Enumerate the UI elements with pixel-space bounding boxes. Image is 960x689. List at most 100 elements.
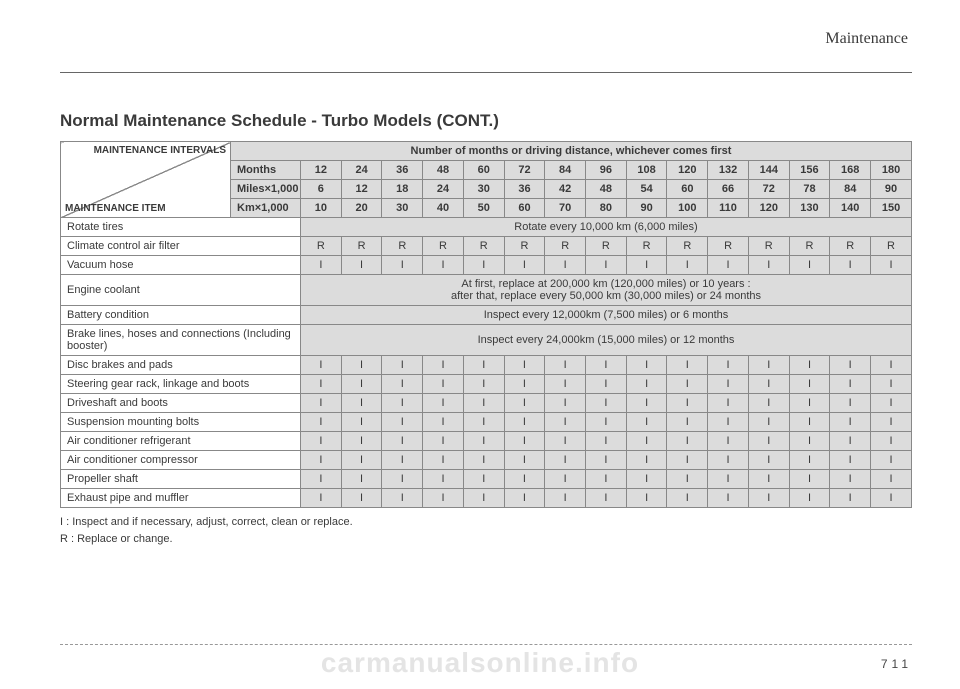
data-cell: R xyxy=(789,237,830,256)
header-rule xyxy=(60,72,912,73)
data-cell: I xyxy=(301,356,342,375)
item-cell: Battery condition xyxy=(61,306,301,325)
data-cell: I xyxy=(708,451,749,470)
data-cell: I xyxy=(545,470,586,489)
unit-cell: 108 xyxy=(626,161,667,180)
data-cell: I xyxy=(341,489,382,508)
page-title: Normal Maintenance Schedule - Turbo Mode… xyxy=(60,111,912,131)
data-cell: I xyxy=(830,413,871,432)
data-cell: I xyxy=(667,375,708,394)
data-cell: I xyxy=(586,451,627,470)
data-cell: I xyxy=(626,470,667,489)
unit-cell: 12 xyxy=(301,161,342,180)
data-cell: I xyxy=(667,432,708,451)
data-cell: I xyxy=(748,470,789,489)
data-cell: R xyxy=(301,237,342,256)
unit-cell: 72 xyxy=(748,180,789,199)
table-row: Rotate tiresRotate every 10,000 km (6,00… xyxy=(61,218,912,237)
unit-cell: 48 xyxy=(586,180,627,199)
item-cell: Air conditioner refrigerant xyxy=(61,432,301,451)
data-cell: I xyxy=(748,256,789,275)
data-cell: I xyxy=(301,451,342,470)
unit-cell: 50 xyxy=(463,199,504,218)
unit-cell: 60 xyxy=(504,199,545,218)
unit-cell: 90 xyxy=(871,180,912,199)
table-row: Climate control air filterRRRRRRRRRRRRRR… xyxy=(61,237,912,256)
table-row: Brake lines, hoses and connections (Incl… xyxy=(61,325,912,356)
data-cell: I xyxy=(830,451,871,470)
data-cell: I xyxy=(301,470,342,489)
data-cell: I xyxy=(301,432,342,451)
unit-cell: 84 xyxy=(545,161,586,180)
data-cell: I xyxy=(341,413,382,432)
footer-rule xyxy=(60,644,912,645)
section-label: Maintenance xyxy=(60,30,912,48)
legend-i: I : Inspect and if necessary, adjust, co… xyxy=(60,514,912,531)
data-cell: I xyxy=(586,413,627,432)
data-cell: I xyxy=(708,432,749,451)
item-cell: Rotate tires xyxy=(61,218,301,237)
data-cell: I xyxy=(667,356,708,375)
data-cell: I xyxy=(341,451,382,470)
table-row: Propeller shaftIIIIIIIIIIIIIII xyxy=(61,470,912,489)
data-cell: I xyxy=(504,413,545,432)
data-cell: R xyxy=(830,237,871,256)
data-cell: R xyxy=(504,237,545,256)
item-cell: Brake lines, hoses and connections (Incl… xyxy=(61,325,301,356)
data-cell: I xyxy=(586,489,627,508)
corner-bottom: MAINTENANCE ITEM xyxy=(65,202,166,215)
data-cell: I xyxy=(667,470,708,489)
legend-r: R : Replace or change. xyxy=(60,531,912,548)
data-cell: R xyxy=(423,237,464,256)
unit-cell: 90 xyxy=(626,199,667,218)
data-cell: I xyxy=(382,413,423,432)
unit-cell: 110 xyxy=(708,199,749,218)
data-cell: I xyxy=(871,489,912,508)
data-cell: I xyxy=(708,489,749,508)
data-cell: I xyxy=(463,489,504,508)
data-cell: I xyxy=(382,470,423,489)
data-cell: I xyxy=(382,375,423,394)
data-cell: I xyxy=(423,356,464,375)
unit-cell: 168 xyxy=(830,161,871,180)
unit-cell: 156 xyxy=(789,161,830,180)
data-cell: R xyxy=(545,237,586,256)
data-cell: R xyxy=(708,237,749,256)
data-cell: I xyxy=(504,470,545,489)
unit-cell: 54 xyxy=(626,180,667,199)
data-cell: I xyxy=(871,356,912,375)
data-cell: I xyxy=(748,375,789,394)
unit-cell: 144 xyxy=(748,161,789,180)
table-row: Engine coolantAt first, replace at 200,0… xyxy=(61,275,912,306)
data-cell: I xyxy=(871,451,912,470)
data-cell: I xyxy=(504,432,545,451)
data-cell: I xyxy=(748,413,789,432)
data-cell: I xyxy=(626,489,667,508)
data-cell: I xyxy=(504,394,545,413)
data-cell: I xyxy=(586,375,627,394)
data-cell: I xyxy=(626,356,667,375)
page-chapter: 7 xyxy=(881,657,892,671)
data-cell: I xyxy=(789,489,830,508)
data-cell: I xyxy=(708,256,749,275)
data-cell: R xyxy=(382,237,423,256)
data-cell: I xyxy=(626,394,667,413)
data-cell: I xyxy=(586,470,627,489)
data-cell: I xyxy=(545,356,586,375)
unit-cell: 60 xyxy=(667,180,708,199)
data-cell: I xyxy=(830,394,871,413)
data-cell: I xyxy=(545,413,586,432)
unit-cell: 96 xyxy=(586,161,627,180)
data-cell: I xyxy=(626,413,667,432)
page-num: 11 xyxy=(892,657,912,671)
watermark: carmanualsonline.info xyxy=(0,647,960,679)
item-cell: Vacuum hose xyxy=(61,256,301,275)
data-cell: I xyxy=(789,375,830,394)
data-cell: I xyxy=(871,470,912,489)
table-row: Exhaust pipe and mufflerIIIIIIIIIIIIIII xyxy=(61,489,912,508)
unit-cell: 100 xyxy=(667,199,708,218)
data-cell: R xyxy=(626,237,667,256)
data-cell: I xyxy=(586,356,627,375)
data-cell: I xyxy=(748,356,789,375)
unit-cell: 24 xyxy=(423,180,464,199)
